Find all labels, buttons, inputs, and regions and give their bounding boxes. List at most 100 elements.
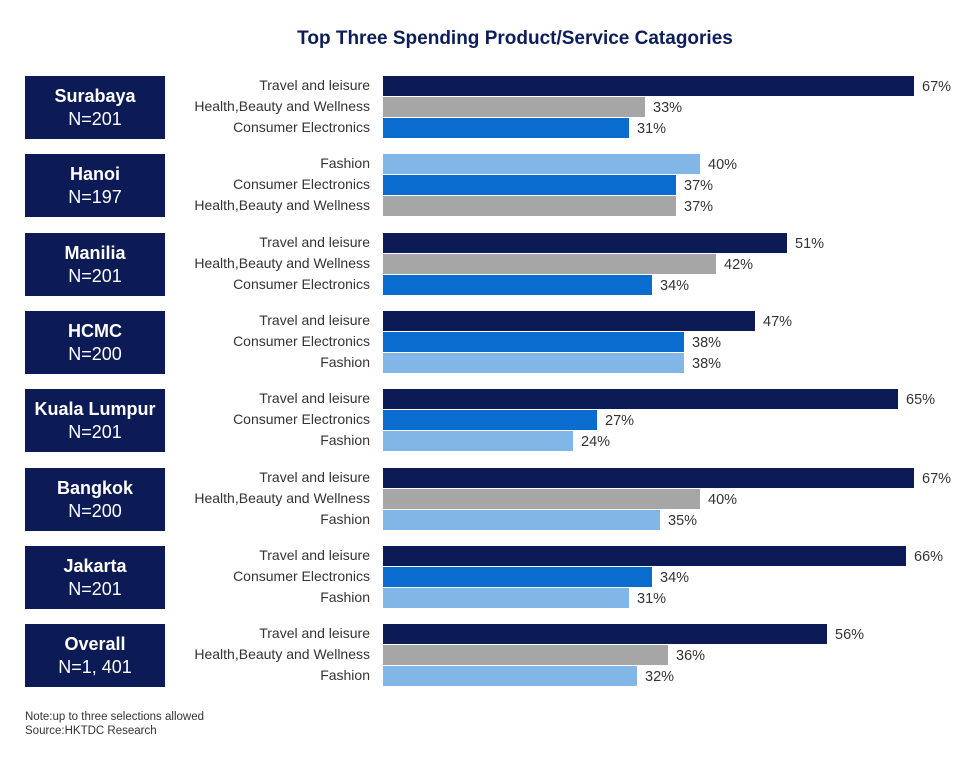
- bar-overall-2: [383, 666, 637, 686]
- bar-kuala-lumpur-0: [383, 389, 898, 409]
- bar-surabaya-0: [383, 76, 914, 96]
- city-box-hanoi: Hanoi N=197: [25, 154, 165, 217]
- city-name: Hanoi: [69, 163, 120, 184]
- sample-size: N=201: [68, 421, 122, 442]
- value-label: 24%: [581, 434, 611, 450]
- category-label: Consumer Electronics: [233, 568, 370, 584]
- bar-hcmc-1: [383, 332, 684, 352]
- sample-size: N=200: [68, 343, 122, 364]
- city-name: Kuala Lumpur: [34, 398, 156, 419]
- value-label: 67%: [922, 79, 952, 95]
- value-label: 33%: [653, 100, 683, 116]
- bar-kuala-lumpur-2: [383, 431, 573, 451]
- category-label: Travel and leisure: [259, 234, 370, 250]
- category-label: Fashion: [320, 511, 370, 527]
- city-box-jakarta: Jakarta N=201: [25, 546, 165, 609]
- category-label: Travel and leisure: [259, 469, 370, 485]
- value-label: 31%: [637, 121, 667, 137]
- bar-bangkok-2: [383, 510, 660, 530]
- city-name: Bangkok: [56, 477, 134, 498]
- value-label: 38%: [692, 335, 722, 351]
- category-label: Fashion: [320, 589, 370, 605]
- bar-jakarta-1: [383, 567, 652, 587]
- value-label: 47%: [763, 314, 793, 330]
- value-label: 34%: [660, 278, 690, 294]
- value-label: 42%: [724, 257, 754, 273]
- value-label: 38%: [692, 356, 722, 372]
- bar-bangkok-1: [383, 489, 700, 509]
- city-box-surabaya: Surabaya N=201: [25, 76, 165, 139]
- bar-overall-1: [383, 645, 668, 665]
- category-label: Travel and leisure: [259, 77, 370, 93]
- category-label: Travel and leisure: [259, 390, 370, 406]
- value-label: 32%: [645, 669, 675, 685]
- value-label: 37%: [684, 199, 714, 215]
- category-label: Health,Beauty and Wellness: [194, 197, 370, 213]
- category-label: Health,Beauty and Wellness: [194, 646, 370, 662]
- city-name: HCMC: [68, 320, 122, 341]
- value-label: 40%: [708, 157, 738, 173]
- sample-size: N=201: [68, 578, 122, 599]
- bar-jakarta-0: [383, 546, 906, 566]
- chart-area: Surabaya N=201 Travel and leisure 67% Health…: [25, 76, 952, 687]
- bar-hanoi-0: [383, 154, 700, 174]
- footnotes: Note:up to three selections allowed Sour…: [25, 710, 204, 738]
- category-label: Consumer Electronics: [233, 411, 370, 427]
- bar-kuala-lumpur-1: [383, 410, 597, 430]
- category-label: Consumer Electronics: [233, 176, 370, 192]
- sample-size: N=201: [68, 265, 122, 286]
- value-label: 40%: [708, 492, 738, 508]
- category-label: Health,Beauty and Wellness: [194, 255, 370, 271]
- sample-size: N=197: [68, 186, 122, 207]
- city-name: Jakarta: [63, 555, 127, 576]
- value-label: 35%: [668, 513, 698, 529]
- value-label: 36%: [676, 648, 706, 664]
- value-label: 31%: [637, 591, 667, 607]
- category-label: Fashion: [320, 667, 370, 683]
- value-label: 34%: [660, 570, 690, 586]
- value-label: 67%: [922, 471, 952, 487]
- note-text: Note:up to three selections allowed: [25, 711, 204, 723]
- city-box-bangkok: Bangkok N=200: [25, 468, 165, 531]
- category-label: Travel and leisure: [259, 547, 370, 563]
- chart-title: Top Three Spending Product/Service Catag…: [297, 28, 733, 49]
- city-name: Surabaya: [54, 85, 136, 106]
- city-name: Overall: [64, 633, 126, 654]
- category-label: Fashion: [320, 354, 370, 370]
- value-label: 51%: [795, 236, 825, 252]
- category-label: Travel and leisure: [259, 625, 370, 641]
- city-box-overall: Overall N=1, 401: [25, 624, 165, 687]
- sample-size: N=200: [68, 500, 122, 521]
- bar-hcmc-0: [383, 311, 755, 331]
- bar-bangkok-0: [383, 468, 914, 488]
- value-label: 56%: [835, 627, 865, 643]
- category-label: Consumer Electronics: [233, 276, 370, 292]
- bar-hanoi-2: [383, 196, 676, 216]
- value-label: 37%: [684, 178, 714, 194]
- category-label: Fashion: [320, 432, 370, 448]
- category-label: Fashion: [320, 155, 370, 171]
- bar-surabaya-1: [383, 97, 645, 117]
- bar-jakarta-2: [383, 588, 629, 608]
- city-name: Manilia: [64, 242, 126, 263]
- value-label: 65%: [906, 392, 936, 408]
- bar-surabaya-2: [383, 118, 629, 138]
- bar-manilia-2: [383, 275, 652, 295]
- sample-size: N=201: [68, 108, 122, 129]
- bar-manilia-0: [383, 233, 787, 253]
- bar-hanoi-1: [383, 175, 676, 195]
- city-box-manilia: Manilia N=201: [25, 233, 165, 296]
- value-label: 27%: [605, 413, 635, 429]
- city-box-kuala-lumpur: Kuala Lumpur N=201: [25, 389, 165, 452]
- category-label: Consumer Electronics: [233, 333, 370, 349]
- bar-overall-0: [383, 624, 827, 644]
- value-label: 66%: [914, 549, 944, 565]
- bar-manilia-1: [383, 254, 716, 274]
- source-text: Source:HKTDC Research: [25, 725, 157, 737]
- category-label: Health,Beauty and Wellness: [194, 490, 370, 506]
- sample-size: N=1, 401: [58, 656, 132, 677]
- category-label: Health,Beauty and Wellness: [194, 98, 370, 114]
- category-label: Consumer Electronics: [233, 119, 370, 135]
- bar-hcmc-2: [383, 353, 684, 373]
- category-label: Travel and leisure: [259, 312, 370, 328]
